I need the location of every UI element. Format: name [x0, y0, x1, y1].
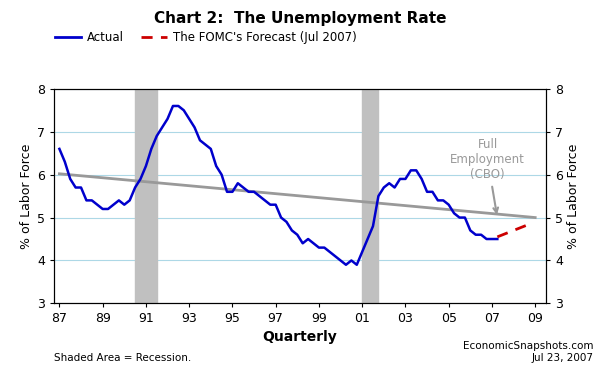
- Legend: Actual, The FOMC's Forecast (Jul 2007): Actual, The FOMC's Forecast (Jul 2007): [50, 26, 362, 48]
- Bar: [135, 89, 157, 303]
- Text: Full
Employment
(CBO): Full Employment (CBO): [450, 138, 525, 212]
- Text: Shaded Area = Recession.: Shaded Area = Recession.: [54, 353, 191, 363]
- Y-axis label: % of Labor Force: % of Labor Force: [567, 144, 580, 249]
- Text: EconomicSnapshots.com
Jul 23, 2007: EconomicSnapshots.com Jul 23, 2007: [464, 341, 594, 363]
- Text: Chart 2:  The Unemployment Rate: Chart 2: The Unemployment Rate: [154, 11, 446, 26]
- Y-axis label: % of Labor Force: % of Labor Force: [20, 144, 33, 249]
- Bar: [362, 89, 379, 303]
- X-axis label: Quarterly: Quarterly: [263, 330, 337, 344]
